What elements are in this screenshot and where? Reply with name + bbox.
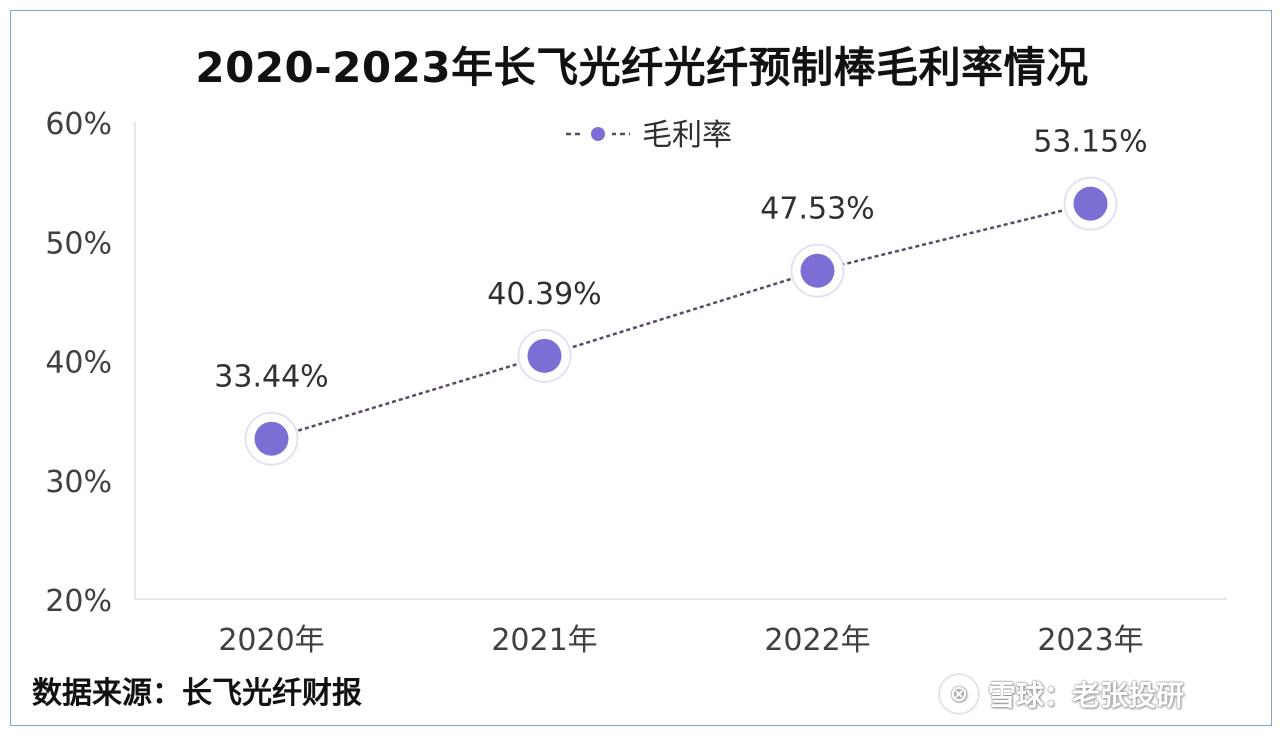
watermark-text: 雪球：老张投研 [988,679,1185,712]
legend-label: 毛利率 [642,118,732,153]
data-label: 33.44% [214,360,328,395]
data-label: 40.39% [487,277,601,312]
y-tick-label: 60% [45,107,112,142]
source-note: 数据来源：长飞光纤财报 [32,676,362,711]
legend-marker [591,127,605,141]
snowball-logo-icon: ⊗ [940,675,978,713]
x-axis: 2020年 2021年 2022年 2023年 [135,598,1227,658]
y-tick-label: 20% [45,584,112,619]
series-layer: 33.44% 40.39% 47.53% 53.15% [214,125,1148,466]
data-label: 53.15% [1033,125,1147,160]
x-tick-label: 2023年 [1037,623,1143,658]
legend: 毛利率 [566,118,732,153]
data-label: 47.53% [760,192,874,227]
chart-frame [10,10,1272,726]
chart-title: 2020-2023年长飞光纤光纤预制棒毛利率情况 [195,43,1089,92]
x-tick-label: 2022年 [764,623,870,658]
data-point [527,338,562,373]
watermark: ⊗ 雪球：老张投研 [940,674,1184,714]
x-tick-label: 2021年 [491,623,597,658]
y-axis: 20% 30% 40% 50% 60% [45,107,136,619]
y-tick-label: 40% [45,346,112,381]
data-point [254,421,289,456]
data-point [800,253,835,288]
series-line [271,202,1091,440]
x-tick-label: 2020年 [218,623,324,658]
y-tick-label: 50% [45,226,112,261]
y-tick-label: 30% [45,465,112,500]
data-point [1073,186,1108,221]
